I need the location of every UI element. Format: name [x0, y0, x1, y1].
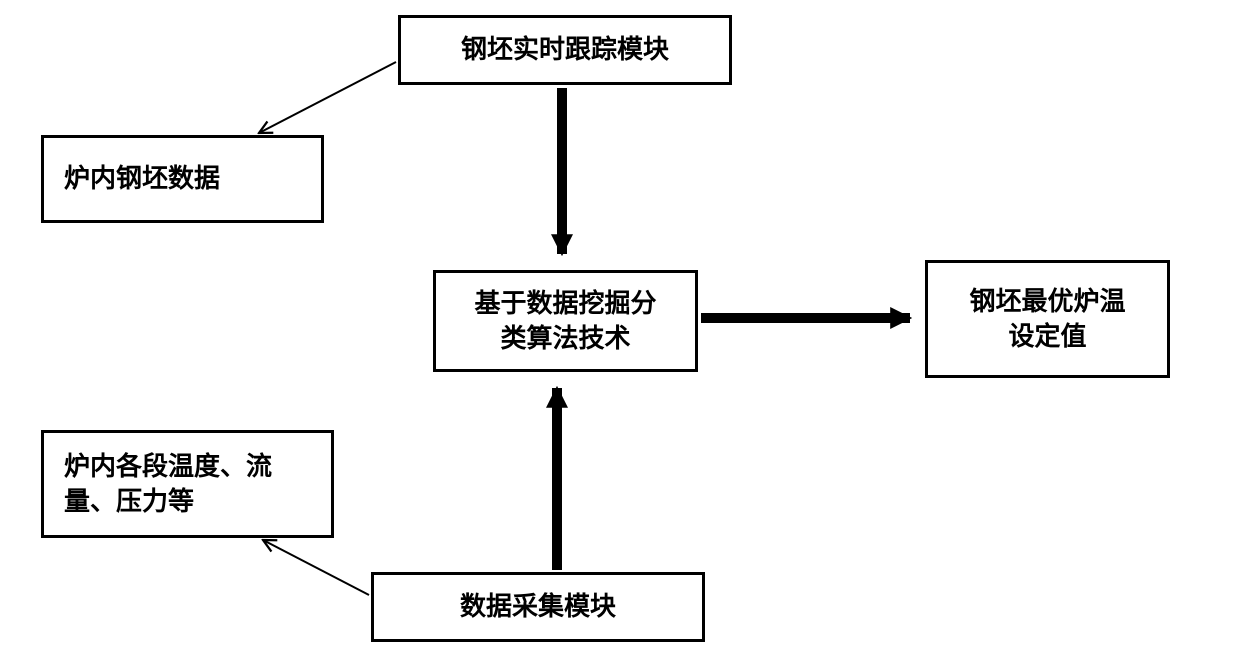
node-furnace-params-text: 炉内各段温度、流 量、压力等	[64, 449, 272, 519]
node-output-text: 钢坯最优炉温 设定值	[969, 284, 1125, 354]
node-tracking-module: 钢坯实时跟踪模块	[398, 15, 732, 85]
node-furnace-params-line2: 量、压力等	[64, 484, 272, 519]
edge-tracking_to_data	[259, 62, 396, 133]
node-data-acq-module: 数据采集模块	[371, 572, 705, 642]
node-in-furnace-data-label: 炉内钢坯数据	[64, 161, 220, 196]
node-classifier-line1: 基于数据挖掘分	[474, 286, 656, 321]
node-classifier: 基于数据挖掘分 类算法技术	[433, 270, 698, 372]
node-furnace-params-line1: 炉内各段温度、流	[64, 449, 272, 484]
node-tracking-module-label: 钢坯实时跟踪模块	[461, 32, 669, 67]
node-classifier-line2: 类算法技术	[474, 321, 656, 356]
node-output-line1: 钢坯最优炉温	[969, 284, 1125, 319]
edge-acq_to_params	[263, 540, 369, 595]
node-classifier-text: 基于数据挖掘分 类算法技术	[474, 286, 656, 356]
node-data-acq-module-label: 数据采集模块	[460, 589, 616, 624]
node-furnace-params: 炉内各段温度、流 量、压力等	[41, 430, 334, 538]
node-output-setpoint: 钢坯最优炉温 设定值	[925, 260, 1170, 378]
node-output-line2: 设定值	[969, 319, 1125, 354]
node-in-furnace-data: 炉内钢坯数据	[41, 135, 324, 223]
diagram-canvas: 钢坯实时跟踪模块 炉内钢坯数据 基于数据挖掘分 类算法技术 钢坯最优炉温 设定值…	[0, 0, 1239, 666]
